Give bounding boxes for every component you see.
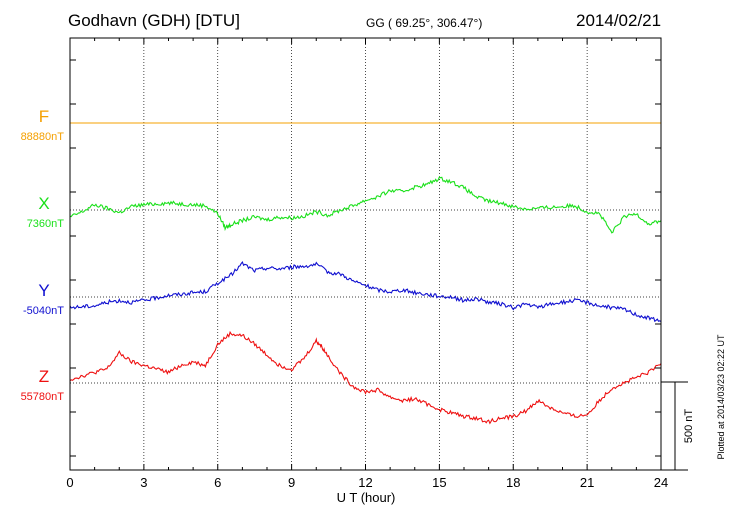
x-tick-label: 6 bbox=[214, 475, 221, 490]
series-y-line bbox=[69, 261, 662, 323]
series-y-label: Y bbox=[38, 281, 49, 300]
series-layer bbox=[69, 122, 662, 425]
x-tick-label: 9 bbox=[288, 475, 295, 490]
series-z-line bbox=[69, 330, 662, 425]
series-y-baseline-label: -5040nT bbox=[23, 305, 64, 317]
series-f-label: F bbox=[39, 107, 49, 126]
ticks-layer bbox=[69, 38, 662, 470]
scale-bar-label: 500 nT bbox=[683, 409, 695, 444]
series-x-baseline-label: 7360nT bbox=[27, 218, 65, 230]
series-z-label: Z bbox=[39, 367, 49, 386]
x-tick-label: 21 bbox=[580, 475, 594, 490]
series-x-label: X bbox=[38, 194, 49, 213]
x-tick-label: 3 bbox=[140, 475, 147, 490]
series-x-line bbox=[69, 176, 662, 234]
grid-layer bbox=[70, 38, 661, 470]
station-title: Godhavn (GDH) [DTU] bbox=[68, 11, 240, 30]
plotted-note: Plotted at 2014/03/23 02:22 UT bbox=[716, 334, 726, 460]
x-tick-label: 0 bbox=[66, 475, 73, 490]
x-tick-label: 12 bbox=[358, 475, 372, 490]
series-z-baseline-label: 55780nT bbox=[21, 391, 65, 403]
x-tick-label: 24 bbox=[654, 475, 668, 490]
labels-layer: 0 3 6 9 12 15 18 21 24 F 88880nT X 7360nT Y -5040nT Z 55… bbox=[21, 107, 669, 490]
coordinates-label: GG ( 69.25°, 306.47°) bbox=[366, 16, 483, 30]
date-label: 2014/02/21 bbox=[576, 11, 662, 30]
x-axis-title: U T (hour) bbox=[337, 490, 396, 505]
scale-bar: 500 nT bbox=[661, 381, 695, 471]
series-f-baseline-label: 88880nT bbox=[21, 131, 65, 143]
x-tick-label: 15 bbox=[432, 475, 446, 490]
x-tick-label: 18 bbox=[506, 475, 520, 490]
